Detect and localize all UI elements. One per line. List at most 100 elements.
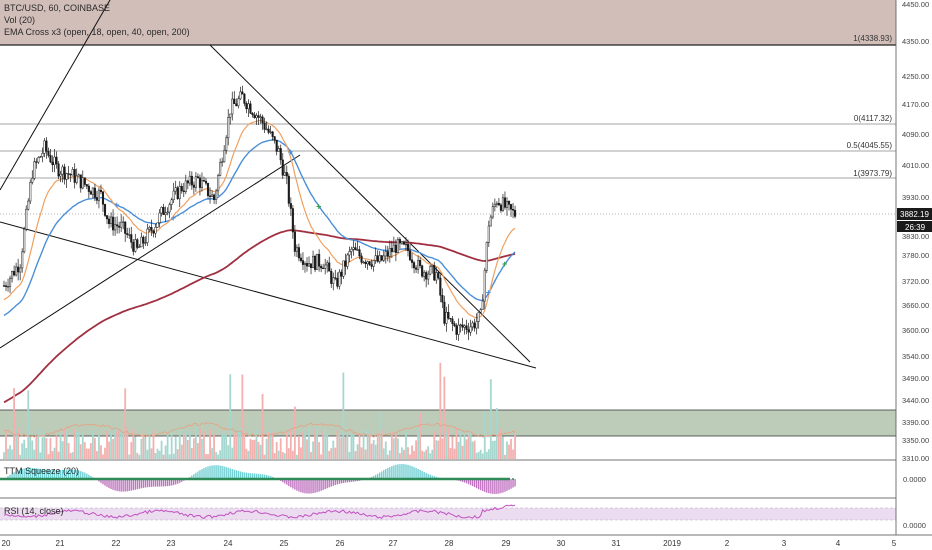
volume-bar [332,440,335,459]
volume-bar [425,449,428,459]
candle-body [215,190,218,200]
candle-body [184,180,187,192]
candle-body [481,300,484,310]
candle-body [15,266,18,276]
trendline-rising [0,154,301,349]
squeeze-bar [181,479,183,482]
candle-body [257,115,260,118]
volume-bar [182,434,185,459]
squeeze-bar [239,471,242,479]
candle-body [255,115,258,119]
volume-bar [225,435,228,459]
volume-bar [293,406,296,459]
squeeze-bar [467,479,470,485]
candlesticks [2,85,517,341]
squeeze-bar [13,472,15,479]
price-tick-label: 3390.00 [902,418,929,427]
volume-bar [302,432,304,459]
candle-body [392,244,395,253]
squeeze-bar [211,465,213,479]
squeeze-bar [306,479,308,494]
candle-body [142,236,145,244]
volume-bar [209,428,211,459]
volume-bar [162,454,165,459]
squeeze-bar [118,479,120,492]
time-tick-label: 28 [445,539,454,548]
candle-body [166,211,169,214]
volume-bar [378,410,381,459]
time-tick-label: 31 [612,539,621,548]
volume-bars [3,362,516,459]
candle-body [120,221,123,228]
candle-body [188,175,191,184]
candle-body [152,230,155,234]
time-axis[interactable]: 20 21 22 23 24 25 26 27 28 29 30 31 2019 2 3 4 5 [2,539,897,548]
squeeze-bar [324,479,326,490]
squeeze-bar [243,472,246,479]
volume-bar [467,435,470,459]
squeeze-bar [29,467,31,479]
time-tick-label: 23 [167,539,176,548]
price-tick-label: 4170.00 [902,100,929,109]
squeeze-bar [267,475,270,479]
volume-bar [142,433,145,459]
squeeze-bar [162,479,165,487]
squeeze-bar [104,479,106,486]
squeeze-bar [393,465,395,479]
squeeze-bar [427,473,429,479]
volume-bar [267,432,270,459]
volume-bar [257,441,260,459]
volume-bar [500,428,502,459]
volume-bar [475,452,478,459]
candle-body [138,246,141,248]
candle-body [453,323,456,327]
squeeze-bar [223,466,225,479]
squeeze-bar [294,479,296,490]
candle-body [364,261,367,265]
squeeze-bar [80,471,82,479]
candle-body [91,187,94,195]
volume-bar [116,431,119,459]
volume-bar [7,448,9,459]
volume-bar [370,443,373,459]
price-tick-label: 4010.00 [902,161,929,170]
candle-body [489,216,492,227]
candle-body [400,241,403,244]
volume-bar [57,451,60,459]
squeeze-bar [11,473,13,479]
squeeze-bar [156,479,159,487]
volume-bar [459,428,462,459]
candle-body [217,175,220,192]
candle-body [322,267,325,270]
candle-body [427,273,430,280]
volume-bar [241,374,244,459]
candle-body [73,169,76,183]
volume-bar [368,433,371,459]
squeeze-bar [251,473,254,479]
volume-bar [451,436,454,459]
last-price-badge [897,208,932,220]
squeeze-bar [465,479,468,484]
volume-bar [455,427,458,459]
squeeze-bar [421,471,423,479]
squeeze-bar [512,479,514,488]
candle-body [429,266,432,275]
candle-body [39,156,42,158]
volume-bar [106,430,108,459]
volume-bar [17,427,20,459]
volume-bar [306,439,308,459]
squeeze-bar [108,479,110,488]
squeeze-bar [39,468,42,479]
volume-bar [439,362,442,459]
candle-body [437,272,440,279]
volume-bar [96,451,98,459]
volume-bar [392,438,395,459]
volume-bar [136,452,139,459]
squeeze-bar [76,470,78,479]
squeeze-bar [203,468,205,479]
candle-body [253,114,256,119]
volume-bar [433,431,436,459]
price-axis[interactable]: 4450.00 4350.00 4250.00 4170.00 4090.00 4010.… [902,0,929,463]
candle-body [421,265,424,277]
